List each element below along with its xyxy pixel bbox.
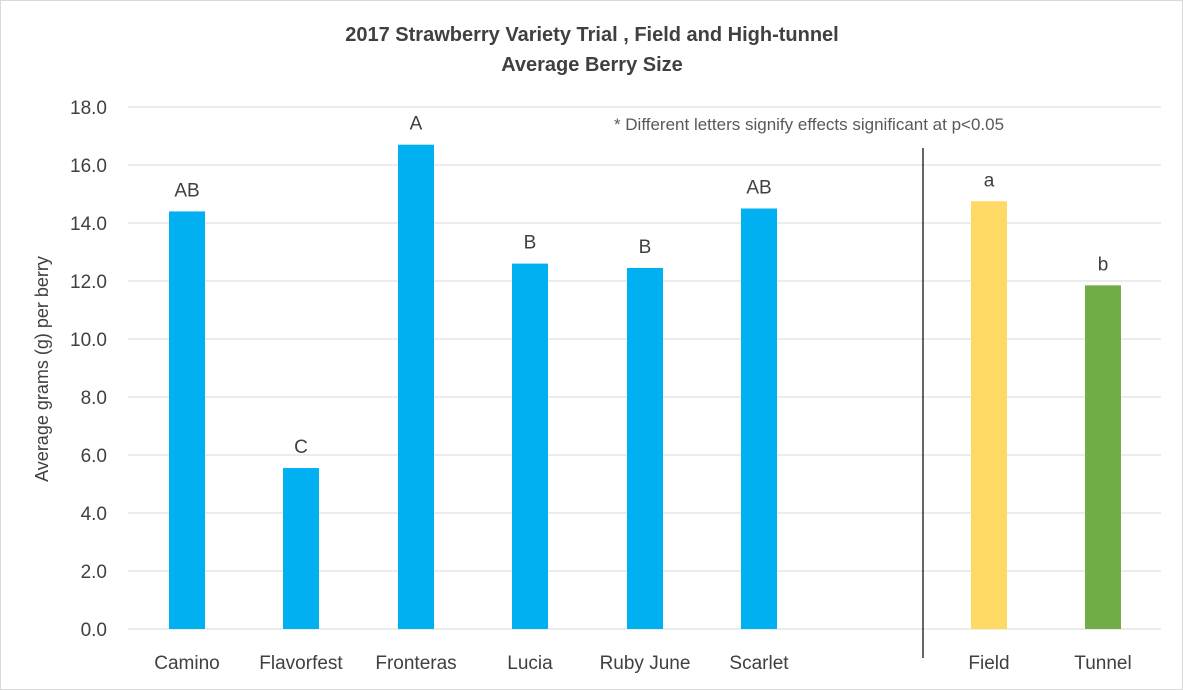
bar-field [971,201,1007,629]
y-tick-label: 10.0 [70,330,107,351]
y-tick-label: 2.0 [81,562,107,583]
y-tick-label: 0.0 [81,620,107,641]
bar-tunnel [1085,285,1121,629]
data-label: b [1098,254,1109,275]
y-tick-label: 16.0 [70,156,107,177]
x-category-label: Tunnel [1074,653,1131,674]
x-category-label: Field [968,653,1009,674]
data-label: A [410,114,423,135]
y-tick-label: 8.0 [81,388,107,409]
data-label: B [524,233,537,254]
bar-ruby-june [627,267,663,629]
y-tick-label: 4.0 [81,504,107,525]
y-tick-label: 18.0 [70,98,107,119]
x-axis-categories: Camino Flavorfest Fronteras Lucia Ruby June S… [154,653,1131,674]
data-label: AB [746,178,771,199]
bar-fronteras [398,144,434,629]
bar-scarlet [741,208,777,629]
y-axis-title: Average grams (g) per berry [32,256,52,482]
bar-lucia [512,263,548,629]
data-label: C [294,437,308,458]
y-tick-label: 6.0 [81,446,107,467]
chart-title: 2017 Strawberry Variety Trial , Field an… [345,24,839,46]
data-label: a [984,170,995,191]
x-category-label: Flavorfest [259,653,343,674]
data-label: B [639,237,652,258]
significance-note: * Different letters signify effects sign… [614,115,1004,134]
bars [169,144,1121,629]
chart-subtitle: Average Berry Size [501,54,683,76]
x-category-label: Scarlet [729,653,789,674]
bar-flavorfest [283,468,319,629]
x-category-label: Lucia [507,653,553,674]
bar-camino [169,211,205,629]
data-label: AB [174,180,199,201]
x-category-label: Ruby June [600,653,691,674]
x-category-label: Fronteras [375,653,456,674]
y-tick-label: 14.0 [70,214,107,235]
y-tick-label: 12.0 [70,272,107,293]
x-category-label: Camino [154,653,219,674]
y-axis-ticks: 0.0 2.0 4.0 6.0 8.0 10.0 12.0 14.0 16.0 18.0 [70,98,107,641]
